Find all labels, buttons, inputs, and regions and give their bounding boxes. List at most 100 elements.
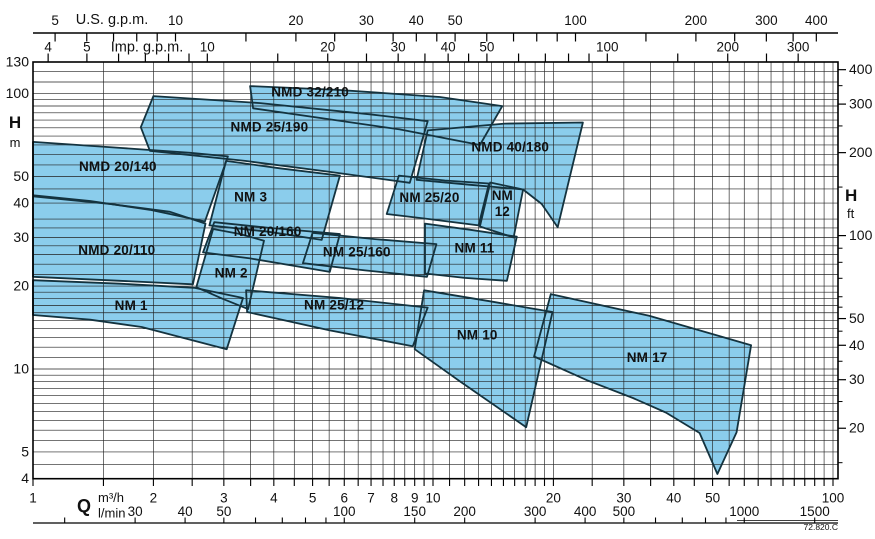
region-label-nm-25-20: NM 25/20 — [399, 190, 459, 205]
q-m3h-tick-label: 10 — [425, 491, 440, 506]
lmin-tick-label: 50 — [216, 504, 231, 519]
us-gpm-tick-label: 100 — [564, 13, 587, 28]
h-ft-tick-label: 200 — [849, 144, 873, 160]
region-outline-nm-3 — [208, 160, 341, 241]
q-axis-unit-m3h: m³/h — [98, 490, 124, 505]
imp-gpm-tick-label: 300 — [787, 40, 810, 55]
region-outline-nm-20-160 — [202, 221, 341, 273]
h-m-tick-label: 100 — [6, 85, 30, 101]
h-ft-tick-label: 30 — [849, 371, 865, 387]
us-gpm-tick-label: 20 — [288, 13, 303, 28]
h-m-tick-label: 130 — [6, 53, 30, 69]
q-m3h-tick-label: 100 — [822, 491, 845, 506]
us-gpm-tick-label: 50 — [448, 13, 463, 28]
h-axis-unit-ft: ft — [847, 206, 855, 221]
q-m3h-tick-label: 40 — [666, 491, 681, 506]
lmin-tick-label: 30 — [128, 504, 143, 519]
h-axis-unit-m: m — [10, 135, 21, 150]
h-m-tick-label: 5 — [21, 443, 29, 459]
q-m3h-tick-label: 50 — [705, 491, 720, 506]
region-label-nm-10: NM 10 — [457, 327, 498, 342]
q-m3h-tick-label: 9 — [411, 491, 419, 506]
pump-region-outlines — [32, 85, 752, 475]
h-ft-tick-label: 20 — [849, 420, 865, 436]
us-gpm-tick-label: 300 — [755, 13, 778, 28]
h-m-tick-label: 20 — [13, 278, 29, 294]
region-fill-nm-3 — [209, 160, 340, 240]
region-label-nmd-20-110: NMD 20/110 — [78, 243, 155, 258]
region-fill-nmd-20-140 — [33, 141, 228, 222]
h-ft-tick-label: 400 — [849, 61, 873, 77]
h-axis-title-left: H — [9, 113, 21, 132]
region-outline-nm-10 — [413, 289, 554, 429]
h-m-tick-label: 4 — [21, 470, 29, 486]
region-outline-nm-25-160 — [302, 231, 438, 278]
region-outline-nm-12 — [479, 181, 524, 239]
us-gpm-axis-title: U.S. g.p.m. — [76, 12, 149, 28]
q-m3h-tick-label: 7 — [367, 491, 375, 506]
region-fill-nm-10 — [414, 290, 553, 428]
region-outline-nm-25-12 — [245, 289, 429, 348]
h-ft-tick-label: 40 — [849, 337, 865, 353]
drawing-number: 72.820.C — [804, 522, 839, 532]
region-outline-nm-2 — [195, 228, 265, 310]
region-outline-nm-25-20 — [385, 174, 490, 227]
lmin-tick-label: 1000 — [729, 504, 759, 519]
region-label-nm-12: NM 12 — [492, 188, 513, 219]
region-label-nm-11: NM 11 — [455, 240, 495, 255]
lmin-tick-label: 500 — [613, 504, 636, 519]
q-m3h-tick-label: 1 — [29, 491, 37, 506]
region-label-nm-2: NM 2 — [215, 266, 248, 281]
h-ft-tick-label: 300 — [849, 96, 873, 112]
imp-gpm-axis-title: Imp. g.p.m. — [111, 40, 184, 56]
imp-gpm-tick-label: 200 — [716, 40, 739, 55]
region-label-nmd-32-210: NMD 32/210 — [271, 85, 349, 100]
region-fill-nm-12 — [479, 182, 524, 238]
q-axis-unit-lmin: l/min — [98, 506, 125, 521]
imp-gpm-tick-label: 10 — [200, 40, 215, 55]
lmin-tick-label: 100 — [333, 504, 356, 519]
us-gpm-tick-label: 5 — [51, 13, 59, 28]
lmin-tick-label: 40 — [178, 504, 193, 519]
region-label-nmd-40-180: NMD 40/180 — [471, 140, 549, 155]
region-fill-nmd-25-190 — [140, 96, 428, 183]
h-m-tick-label: 50 — [13, 168, 29, 184]
lmin-tick-label: 300 — [524, 504, 547, 519]
lmin-tick-label: 400 — [574, 504, 597, 519]
q-m3h-tick-label: 30 — [616, 491, 631, 506]
imp-gpm-tick-label: 50 — [479, 40, 494, 55]
q-m3h-tick-label: 8 — [390, 491, 398, 506]
region-outline-nmd-25-190 — [139, 95, 429, 184]
plot-border — [32, 61, 839, 480]
region-fill-nm-2 — [196, 229, 264, 310]
region-outline-nm-17 — [533, 293, 752, 475]
h-m-tick-label: 30 — [13, 229, 29, 245]
lmin-tick-label: 150 — [403, 504, 426, 519]
us-gpm-tick-label: 30 — [359, 13, 374, 28]
pump-region-fills — [33, 86, 752, 474]
q-m3h-tick-label: 2 — [150, 491, 158, 506]
imp-gpm-tick-label: 5 — [83, 40, 91, 55]
us-gpm-tick-label: 40 — [409, 13, 424, 28]
us-gpm-tick-label: 200 — [685, 13, 708, 28]
us-gpm-tick-label: 10 — [168, 13, 183, 28]
lmin-tick-label: 200 — [453, 504, 476, 519]
region-fill-nm-1 — [33, 280, 243, 350]
region-outline-nmd-20-110 — [32, 195, 207, 286]
region-fill-nm-25-12 — [246, 290, 428, 347]
q-m3h-tick-label: 20 — [546, 491, 561, 506]
region-fill-nm-25-20 — [386, 175, 489, 226]
imp-gpm-tick-label: 30 — [391, 40, 406, 55]
region-fill-nmd-20-110 — [33, 196, 206, 285]
imp-gpm-tick-label: 4 — [44, 40, 52, 55]
h-axis-title-right: H — [845, 186, 857, 205]
region-fill-nm-11 — [425, 223, 517, 281]
h-m-tick-label: 10 — [13, 361, 29, 377]
grid — [32, 61, 838, 479]
region-outline-nmd-32-210 — [249, 85, 504, 146]
region-fill-nmd-40-180 — [416, 122, 583, 228]
imp-gpm-tick-label: 20 — [320, 40, 335, 55]
region-label-nmd-20-140: NMD 20/140 — [79, 159, 157, 174]
